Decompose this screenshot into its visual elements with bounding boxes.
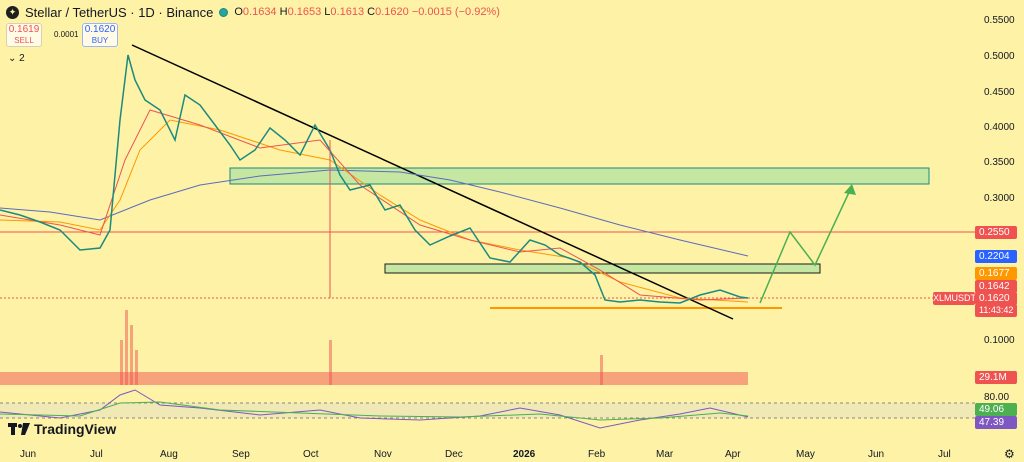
price-axis-label: 0.3000: [984, 193, 1015, 204]
tradingview-icon: [8, 423, 30, 435]
spread-value: 0.0001: [54, 30, 79, 39]
price-tag-level-1: 0.2550: [975, 226, 1017, 239]
price-tag-current: 0.1620: [975, 292, 1017, 305]
upper-zone-box[interactable]: [229, 167, 930, 185]
market-status-icon: [219, 7, 229, 17]
time-axis-label: Feb: [588, 449, 606, 460]
time-axis-label: Apr: [725, 449, 741, 460]
tradingview-logo[interactable]: TradingView: [8, 421, 116, 437]
countdown-tag: 11:43:42: [975, 304, 1017, 317]
price-axis-label: 0.5500: [984, 15, 1015, 26]
sell-button[interactable]: 0.1619 SELL: [6, 23, 42, 47]
change-value: −0.0015 (−0.92%): [411, 6, 500, 18]
time-axis-label: Jun: [20, 449, 37, 460]
chart-header: ✦ Stellar / TetherUS · 1D · Binance O0.1…: [6, 4, 500, 20]
buy-button[interactable]: 0.1620 BUY: [82, 23, 118, 47]
time-axis-label: Mar: [656, 449, 674, 460]
rsi-ma-line: [0, 401, 749, 421]
price-axis-label: 0.3500: [984, 157, 1015, 168]
time-axis-label: Sep: [232, 449, 250, 460]
volume-tag: 29.1M: [975, 371, 1017, 384]
time-axis-label: Jul: [90, 449, 103, 460]
time-axis-label: Oct: [303, 449, 319, 460]
rsi-axis-label: 80.00: [984, 392, 1010, 403]
price-tag-level-2: 0.2204: [975, 250, 1017, 263]
stellar-logo-icon: ✦: [6, 5, 19, 19]
projection-arrowhead: [844, 184, 856, 195]
trend-line[interactable]: [131, 44, 734, 320]
symbol-title[interactable]: Stellar / TetherUS · 1D · Binance: [25, 4, 214, 20]
rsi-tag-2: 47.39: [975, 416, 1017, 429]
price-axis-label: 0.4000: [984, 122, 1015, 133]
price-axis-label: 0.1000: [984, 335, 1015, 346]
price-tag-level-4: 0.1642: [975, 280, 1017, 293]
ohlc-values: O0.1634 H0.1653 L0.1613 C0.1620 −0.0015 …: [234, 6, 500, 18]
symbol-tag: XLMUSDT: [933, 292, 977, 305]
time-axis-label: Aug: [160, 449, 178, 460]
time-axis-label: May: [796, 449, 815, 460]
lower-zone-box[interactable]: [384, 263, 821, 274]
time-axis-label: Nov: [374, 449, 392, 460]
time-axis-label: Jul: [938, 449, 951, 460]
chevron-down-icon: ⌄: [8, 53, 17, 64]
price-series: [0, 54, 749, 304]
ma-fast-line: [0, 109, 749, 301]
settings-gear-icon[interactable]: ⚙: [1004, 447, 1015, 461]
time-axis-label: 2026: [513, 449, 536, 460]
price-axis-label: 0.4500: [984, 87, 1015, 98]
price-tag-level-3: 0.1677: [975, 267, 1017, 280]
indicators-toggle[interactable]: ⌄ 2: [8, 53, 25, 64]
time-axis-label: Jun: [868, 449, 885, 460]
brand-name: TradingView: [34, 421, 117, 437]
rsi-tag-1: 49.06: [975, 403, 1017, 416]
projection-arrow[interactable]: [759, 185, 853, 304]
rsi-line: [0, 389, 749, 429]
price-axis-label: 0.5000: [984, 51, 1015, 62]
volume-bars: [0, 310, 748, 385]
time-axis-label: Dec: [445, 449, 463, 460]
